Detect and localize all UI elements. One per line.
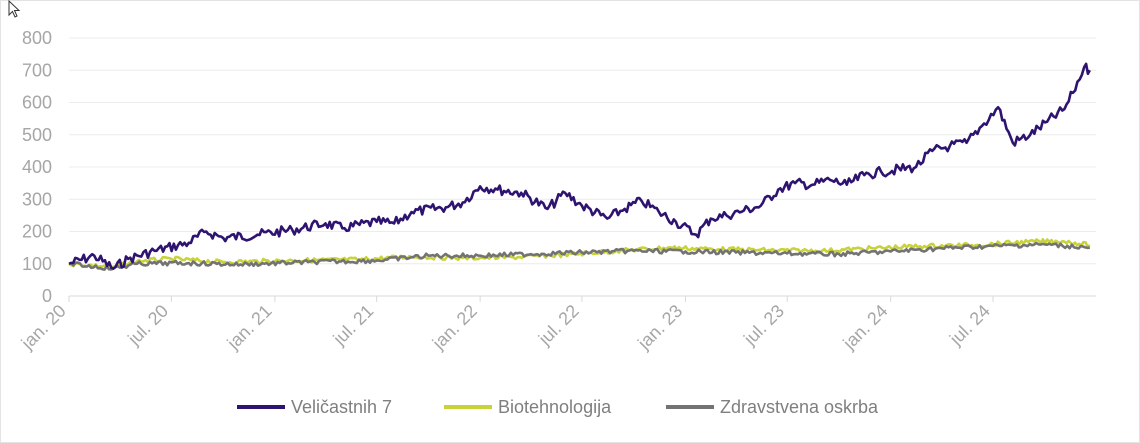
legend-label: Zdravstvena oskrba xyxy=(720,397,879,417)
y-tick-label: 100 xyxy=(22,254,52,274)
x-tick-label: jul. 21 xyxy=(329,301,378,350)
y-tick-label: 0 xyxy=(42,286,52,306)
y-tick-label: 800 xyxy=(22,28,52,48)
y-tick-label: 400 xyxy=(22,157,52,177)
mouse-cursor-icon xyxy=(8,0,21,18)
x-tick-label: jan. 24 xyxy=(838,301,891,354)
y-axis: 0 100 200 300 400 500 600 700 800 xyxy=(22,28,52,306)
legend-label: Veličastnih 7 xyxy=(291,397,392,417)
x-tick-label: jan. 23 xyxy=(633,301,686,354)
x-tick-label: jul. 23 xyxy=(739,301,788,350)
x-tick-label: jan. 21 xyxy=(223,301,276,354)
series-line-zdravstvena-oskrba xyxy=(68,241,1090,271)
y-tick-label: 300 xyxy=(22,189,52,209)
y-tick-label: 700 xyxy=(22,60,52,80)
y-tick-label: 500 xyxy=(22,125,52,145)
x-tick-label: jan. 20 xyxy=(17,301,70,354)
series-line-biotehnologija xyxy=(68,238,1091,269)
grid-lines xyxy=(69,37,1096,297)
legend: Veličastnih 7 Biotehnologija Zdravstvena o… xyxy=(237,397,879,417)
legend-label: Biotehnologija xyxy=(498,397,612,417)
x-axis: jan. 20 jul. 20 jan. 21 jul. 21 jan. 22 jul. … xyxy=(17,296,994,354)
x-tick-label: jan. 22 xyxy=(428,301,481,354)
y-tick-label: 200 xyxy=(22,222,52,242)
x-tick-label: jul. 22 xyxy=(534,301,583,350)
x-tick-label: jul. 20 xyxy=(123,301,172,350)
series-line-veli-astnih-7 xyxy=(68,62,1091,270)
x-tick-label: jul. 24 xyxy=(945,301,994,350)
series-layer xyxy=(68,62,1091,271)
y-tick-label: 600 xyxy=(22,93,52,113)
